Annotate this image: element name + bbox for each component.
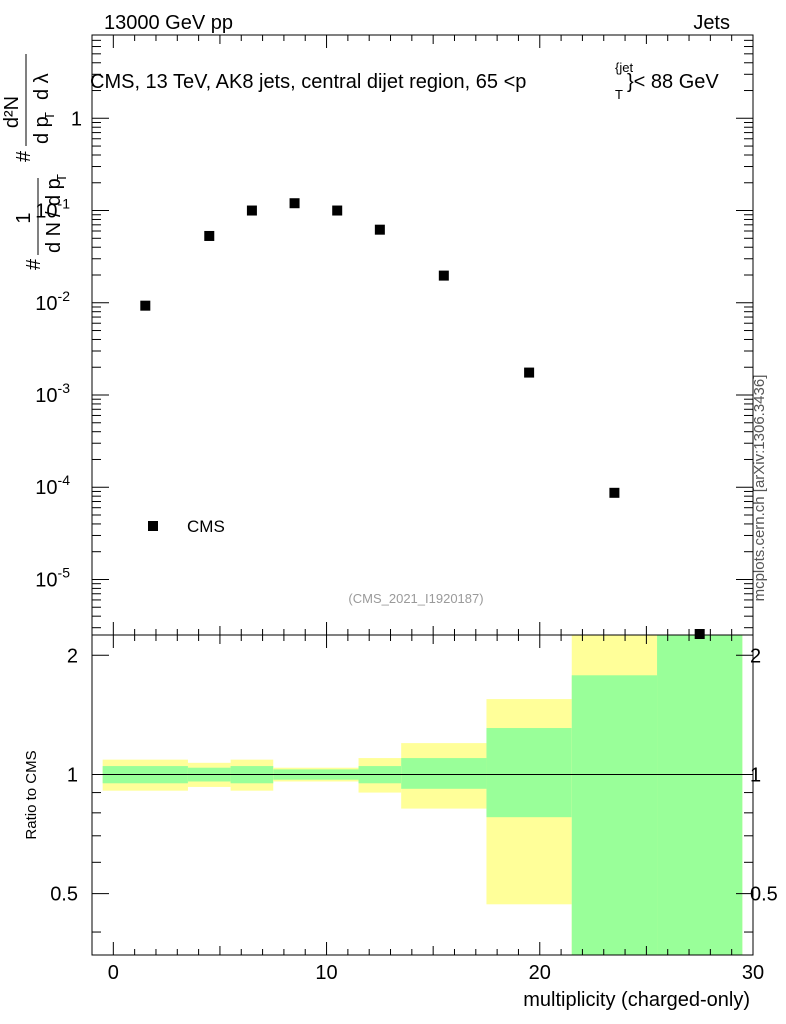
ratio-band-green-5 — [401, 758, 487, 789]
ratio-ytick-label-left: 0.5 — [50, 884, 78, 906]
ratio-ylabel: Ratio to CMS — [23, 750, 40, 839]
data-point — [289, 198, 300, 209]
title-tail: }< 88 GeV — [627, 71, 719, 93]
ylabel-sub-T2: T — [42, 112, 57, 120]
ylabel-dp: d p — [43, 178, 65, 206]
title-sup: {jet — [615, 60, 633, 75]
main-ytick-label: 10-3 — [35, 380, 70, 407]
main-title: CMS, 13 TeV, AK8 jets, central dijet reg… — [90, 60, 719, 102]
data-point — [332, 205, 343, 216]
data-point — [204, 230, 215, 241]
legend-marker — [148, 521, 158, 531]
ylabel-dl: d λ — [31, 73, 53, 100]
main-ytick-label: 10-1 — [35, 196, 70, 223]
ratio-ytick-label-left: 2 — [67, 645, 78, 667]
x-tick-label: 30 — [742, 962, 764, 984]
ratio-band-green-6 — [486, 728, 572, 818]
x-tick-label: 10 — [315, 962, 337, 984]
ratio-ytick-label-left: 1 — [67, 764, 78, 786]
header-energy: 13000 GeV pp — [104, 12, 233, 34]
ylabel-sub-T: T — [54, 174, 69, 182]
ylabel-slash: / — [43, 211, 65, 217]
main-ylabel: # 1 d N / d p T # d²N d p T d λ — [1, 54, 69, 270]
title-sub: T — [615, 87, 623, 102]
x-axis-label: multiplicity (charged-only) — [523, 989, 750, 1011]
legend-label: CMS — [187, 517, 225, 536]
main-frame — [91, 34, 754, 636]
ratio-band-green-8 — [657, 635, 743, 955]
data-point — [140, 300, 151, 311]
ratio-bands — [102, 635, 743, 955]
x-tick-label: 0 — [108, 962, 119, 984]
header-process: Jets — [693, 12, 730, 34]
ratio-ytick-label-right: 2 — [750, 645, 761, 667]
ylabel-one: 1 — [13, 212, 35, 223]
data-point — [694, 629, 705, 639]
main-ytick-label: 10-2 — [35, 288, 70, 315]
analysis-id: (CMS_2021_I1920187) — [348, 591, 483, 606]
main-ytick-label: 10-5 — [35, 564, 70, 591]
ylabel-dN: d N — [43, 222, 65, 253]
ylabel-hash: # — [23, 258, 45, 270]
ratio-ytick-label-right: 0.5 — [750, 884, 778, 906]
main-ytick-label: 1 — [71, 108, 82, 130]
ylabel-hash2: # — [13, 150, 35, 162]
ylabel-d2N: d²N — [1, 96, 23, 128]
main-ytick-label: 10-4 — [35, 472, 70, 499]
data-point — [609, 487, 620, 498]
title-text: CMS, 13 TeV, AK8 jets, central dijet reg… — [90, 71, 526, 93]
data-point — [246, 205, 257, 216]
ratio-frame — [91, 634, 754, 956]
ylabel-dpdl: d p — [31, 116, 53, 144]
data-point — [438, 270, 449, 281]
watermark: mcplots.cern.ch [arXiv:1306.3436] — [751, 375, 768, 602]
main-axis-ticks: 10-5 10-4 10-3 10-2 10-1 1 — [35, 34, 754, 635]
ratio-band-green-7 — [571, 675, 658, 955]
ratio-ytick-label-right: 1 — [750, 764, 761, 786]
ratio-axis-ticks: 0 10 20 30 0.5 0.5 1 1 2 2 — [50, 635, 778, 984]
x-tick-label: 20 — [529, 962, 551, 984]
data-markers — [140, 198, 705, 639]
data-point — [374, 224, 385, 235]
data-point — [524, 367, 535, 378]
